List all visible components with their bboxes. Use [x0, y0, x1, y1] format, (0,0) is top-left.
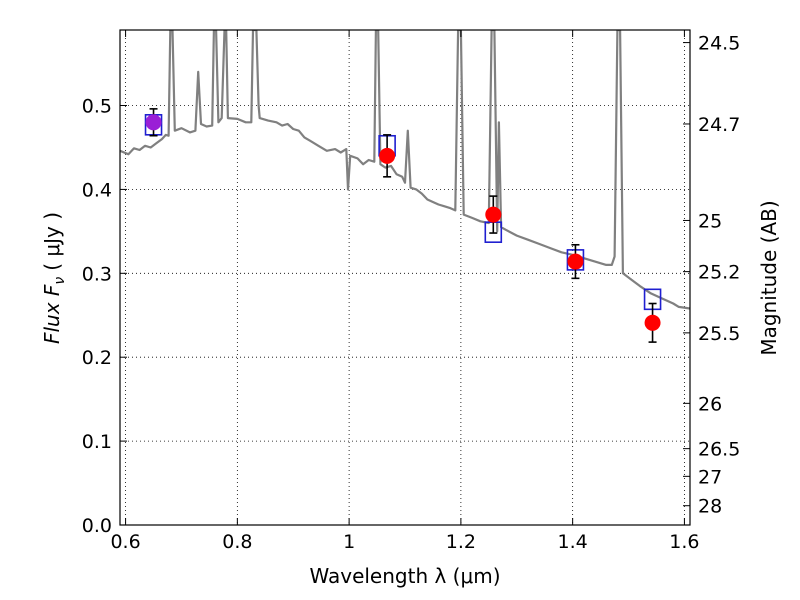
x-tick-label: 1.2	[446, 531, 476, 553]
plot-frame	[119, 29, 691, 526]
magnitude-tick-label: 24.5	[698, 33, 740, 55]
y-tick-label: 0.2	[82, 347, 112, 369]
y-tick-label: 0.1	[82, 431, 112, 453]
plot-area	[120, 30, 690, 343]
magnitude-tick-label: 26	[698, 393, 722, 415]
magnitude-tick-label: 25.5	[698, 323, 740, 345]
x-tick-label: 1.4	[558, 531, 588, 553]
y-tick-label: 0.5	[82, 96, 112, 118]
ticks: 0.6 0.8 1 1.2 1.4 1.6 0.0 0.1 0.2 0.3 0.4 0.5 24.5 24…	[82, 30, 740, 553]
x-tick-label: 1.6	[669, 531, 699, 553]
x-tick-label: 0.6	[110, 531, 140, 553]
observed-flux-point	[379, 147, 396, 164]
y-axis-label-left: Flux Fν ( μJy )	[40, 212, 68, 344]
x-axis-label: Wavelength λ (μm)	[309, 564, 500, 588]
observed-flux-point	[567, 253, 584, 270]
observed-flux-point	[145, 114, 162, 131]
magnitude-tick-label: 27	[698, 466, 722, 488]
observed-flux-point	[485, 206, 502, 223]
y-tick-label: 0.0	[82, 515, 112, 537]
magnitude-tick-label: 25.2	[698, 262, 740, 284]
y-axis-label-left-unit: ( μJy )	[40, 212, 64, 271]
magnitude-tick-label: 25	[698, 210, 722, 232]
y-tick-label: 0.3	[82, 263, 112, 285]
y-axis-label-left-sub: ν	[52, 277, 68, 285]
y-axis-label-left-main: Flux F	[40, 284, 64, 344]
x-tick-label: 0.8	[222, 531, 252, 553]
y-axis-label-right: Magnitude (AB)	[757, 200, 781, 355]
y-tick-label: 0.4	[82, 179, 112, 201]
x-tick-label: 1	[343, 531, 355, 553]
observed-flux-point	[644, 314, 661, 331]
model-spectrum-line	[120, 30, 690, 310]
magnitude-tick-label: 26.5	[698, 439, 740, 461]
magnitude-tick-label: 28	[698, 496, 722, 518]
magnitude-tick-label: 24.7	[698, 114, 740, 136]
